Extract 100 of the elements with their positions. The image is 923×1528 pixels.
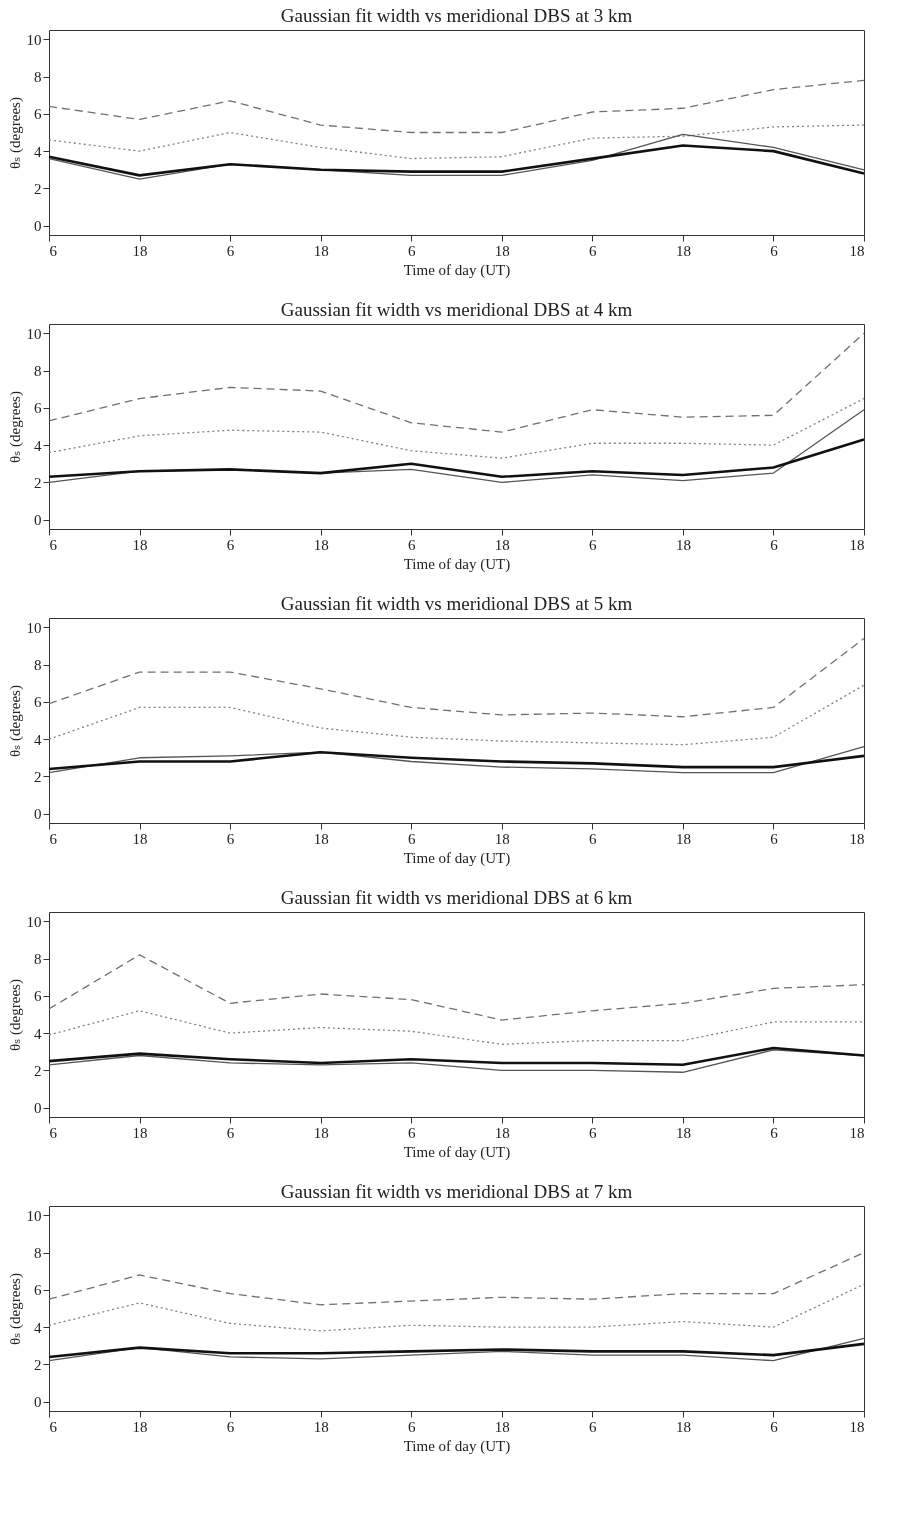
x-tick-label: 18 — [313, 242, 329, 259]
line-series — [47, 438, 866, 479]
line-series — [48, 397, 865, 459]
y-tick-label: 0 — [34, 1100, 42, 1117]
x-tick-label: 6 — [589, 536, 598, 553]
x-tick-label: 6 — [407, 1124, 416, 1141]
line-series — [48, 684, 865, 746]
y-tick-label: 0 — [34, 218, 42, 235]
x-tick-label: 18 — [675, 1124, 691, 1141]
y-tick-label: 2 — [34, 1356, 42, 1373]
line-series — [47, 1342, 866, 1359]
x-tick-label: 18 — [494, 242, 510, 259]
line-series — [48, 745, 865, 774]
y-tick-label: 6 — [34, 988, 42, 1005]
y-axis-title: θₛ (degrees) — [6, 97, 24, 169]
y-tick-label: 4 — [34, 731, 42, 748]
x-axis-title: Time of day (UT) — [403, 1437, 511, 1455]
line-series — [48, 637, 865, 718]
y-tick-label: 2 — [34, 1062, 42, 1079]
x-axis-title: Time of day (UT) — [403, 261, 511, 279]
y-tick-label: 0 — [34, 1394, 42, 1411]
line-series — [47, 1046, 866, 1067]
x-tick-label: 18 — [849, 830, 865, 847]
x-tick-label: 18 — [313, 1124, 329, 1141]
chart-title: Gaussian fit width vs meridional DBS at 7 km — [280, 1181, 633, 1202]
y-tick-label: 8 — [34, 657, 42, 674]
chart-title: Gaussian fit width vs meridional DBS at 5 km — [280, 593, 633, 614]
x-tick-label: 18 — [132, 1124, 148, 1141]
x-tick-label: 6 — [226, 242, 235, 259]
x-tick-label: 18 — [675, 1418, 691, 1435]
x-tick-label: 6 — [770, 1124, 779, 1141]
line-series — [47, 144, 866, 177]
x-axis-title: Time of day (UT) — [403, 849, 511, 867]
x-tick-label: 6 — [49, 536, 58, 553]
x-tick-label: 6 — [226, 830, 235, 847]
y-tick-label: 10 — [26, 325, 42, 342]
chart-title: Gaussian fit width vs meridional DBS at 3 km — [280, 5, 633, 26]
y-tick-label: 8 — [34, 69, 42, 86]
y-tick-label: 0 — [34, 806, 42, 823]
y-axis-title: θₛ (degrees) — [6, 391, 24, 463]
x-tick-label: 6 — [770, 242, 779, 259]
x-tick-label: 6 — [407, 1418, 416, 1435]
x-tick-label: 18 — [494, 536, 510, 553]
x-tick-label: 6 — [407, 242, 416, 259]
x-axis-title: Time of day (UT) — [403, 555, 511, 573]
x-tick-label: 6 — [49, 830, 58, 847]
x-tick-label: 18 — [849, 1124, 865, 1141]
line-series — [48, 954, 865, 1021]
x-tick-label: 18 — [132, 242, 148, 259]
x-tick-label: 6 — [49, 1124, 58, 1141]
y-tick-label: 2 — [34, 180, 42, 197]
y-tick-label: 8 — [34, 363, 42, 380]
y-tick-label: 4 — [34, 143, 42, 160]
x-tick-label: 6 — [226, 1124, 235, 1141]
y-tick-label: 4 — [34, 1319, 42, 1336]
y-tick-label: 8 — [34, 951, 42, 968]
x-tick-label: 6 — [49, 242, 58, 259]
y-tick-label: 6 — [34, 400, 42, 417]
y-tick-label: 6 — [34, 1282, 42, 1299]
x-tick-label: 18 — [132, 1418, 148, 1435]
x-tick-label: 18 — [849, 1418, 865, 1435]
x-tick-label: 18 — [313, 830, 329, 847]
x-tick-label: 6 — [407, 536, 416, 553]
y-tick-label: 2 — [34, 474, 42, 491]
x-tick-label: 18 — [675, 536, 691, 553]
x-tick-label: 6 — [49, 1418, 58, 1435]
y-axis-title: θₛ (degrees) — [6, 685, 24, 757]
x-tick-label: 18 — [675, 242, 691, 259]
x-tick-label: 18 — [132, 830, 148, 847]
x-tick-label: 18 — [849, 242, 865, 259]
x-tick-label: 18 — [313, 1418, 329, 1435]
x-tick-label: 6 — [589, 1418, 598, 1435]
x-axis-title: Time of day (UT) — [403, 1143, 511, 1161]
x-tick-label: 6 — [770, 536, 779, 553]
x-tick-label: 6 — [589, 1124, 598, 1141]
y-tick-label: 4 — [34, 437, 42, 454]
y-tick-label: 6 — [34, 106, 42, 123]
x-tick-label: 18 — [494, 830, 510, 847]
y-axis-title: θₛ (degrees) — [6, 979, 24, 1051]
x-tick-label: 18 — [132, 536, 148, 553]
x-tick-label: 6 — [770, 1418, 779, 1435]
y-tick-label: 10 — [26, 31, 42, 48]
y-tick-label: 6 — [34, 694, 42, 711]
x-tick-label: 18 — [675, 830, 691, 847]
y-tick-label: 8 — [34, 1245, 42, 1262]
line-series — [48, 79, 865, 134]
x-tick-label: 18 — [313, 536, 329, 553]
x-tick-label: 6 — [226, 536, 235, 553]
x-tick-label: 6 — [589, 242, 598, 259]
x-tick-label: 6 — [226, 1418, 235, 1435]
line-series — [48, 332, 865, 433]
chart-title: Gaussian fit width vs meridional DBS at 6 km — [280, 887, 633, 908]
y-tick-label: 2 — [34, 768, 42, 785]
y-tick-label: 4 — [34, 1025, 42, 1042]
line-series — [47, 750, 866, 771]
y-tick-label: 10 — [26, 913, 42, 930]
x-tick-label: 6 — [770, 830, 779, 847]
chart-title: Gaussian fit width vs meridional DBS at 4 km — [280, 299, 633, 320]
y-tick-label: 0 — [34, 512, 42, 529]
x-tick-label: 6 — [589, 830, 598, 847]
